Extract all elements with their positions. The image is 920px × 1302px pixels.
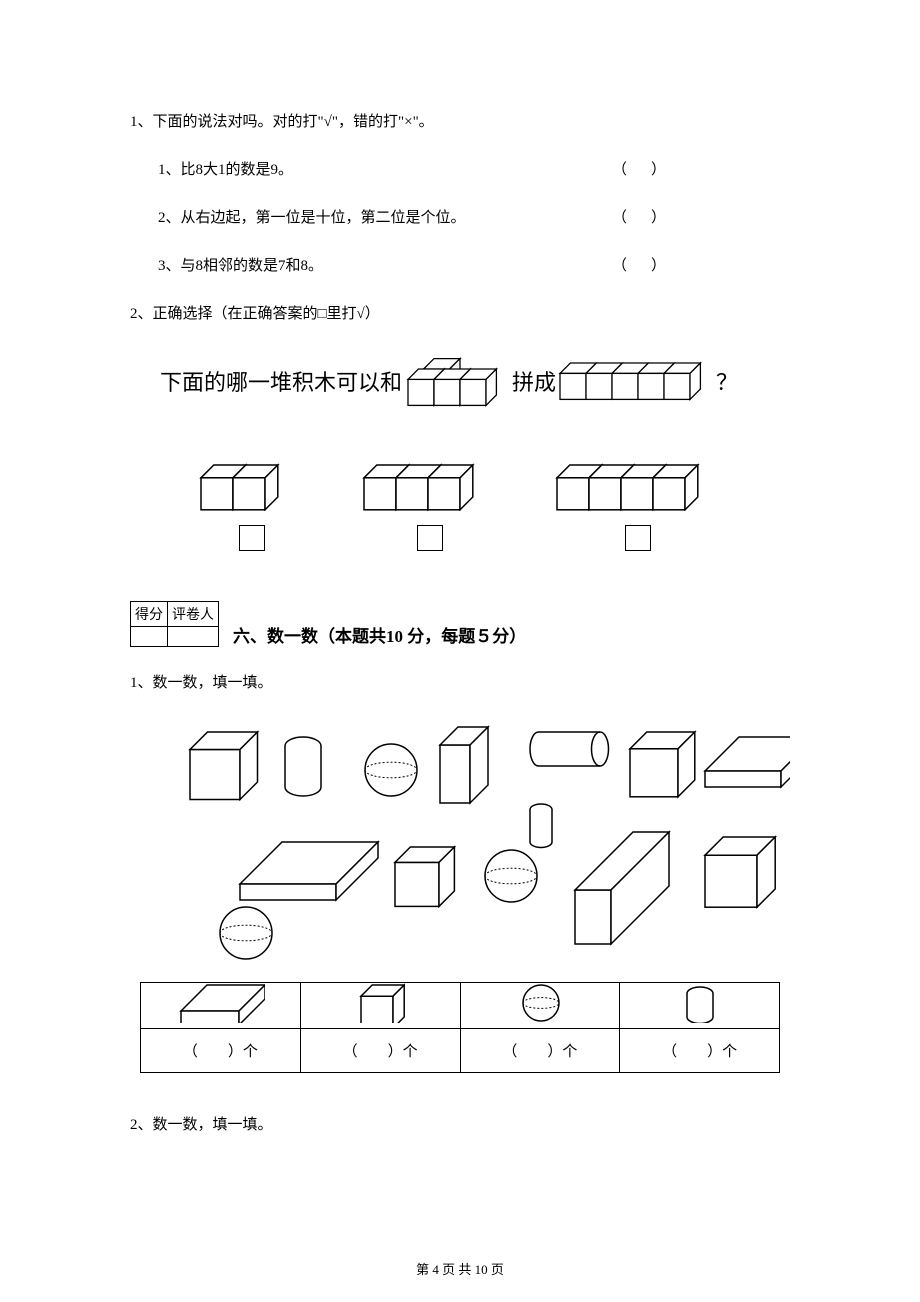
q1-item-2-text: 2、从右边起，第一位是十位，第二位是个位。: [158, 206, 466, 230]
block-option-a: [197, 459, 307, 551]
block-option-b-icon: [360, 459, 500, 511]
prompt-mid: 拼成: [512, 365, 556, 397]
answer-shape-cylinder: [620, 983, 780, 1029]
blocks-options: [130, 459, 790, 551]
q1-item-3-text: 3、与8相邻的数是7和8。: [158, 254, 323, 278]
block-option-c-icon: [553, 459, 723, 511]
q1-item-2-answer[interactable]: （）: [612, 206, 690, 230]
question-1-true-false: 1、下面的说法对吗。对的打"√"，错的打"×"。 1、比8大1的数是9。 （） …: [130, 110, 790, 278]
prompt-suffix: ？: [716, 365, 738, 397]
block-option-c-checkbox[interactable]: [625, 525, 651, 551]
answer-shape-row: [141, 983, 780, 1029]
answer-shape-cuboid: [141, 983, 301, 1029]
score-cell-1[interactable]: [131, 627, 168, 647]
q1-item-1: 1、比8大1的数是9。 （）: [158, 158, 790, 182]
q1-item-1-text: 1、比8大1的数是9。: [158, 158, 293, 182]
score-header-2: 评卷人: [168, 602, 219, 627]
shapes-collection-icon: [130, 722, 790, 962]
answer-count-cylinder[interactable]: （ ）个: [620, 1029, 780, 1073]
score-header-1: 得分: [131, 602, 168, 627]
answer-count-sphere[interactable]: （ ）个: [460, 1029, 620, 1073]
block-option-b: [360, 459, 500, 551]
blocks-prompt: 下面的哪一堆积木可以和 拼成 ？: [160, 351, 790, 411]
q1-title: 1、下面的说法对吗。对的打"√"，错的打"×"。: [130, 110, 790, 134]
score-table: 得分 评卷人: [130, 601, 219, 647]
answer-count-row: （ ）个 （ ）个 （ ）个 （ ）个: [141, 1029, 780, 1073]
block-option-a-icon: [197, 459, 307, 511]
q1-item-2: 2、从右边起，第一位是十位，第二位是个位。 （）: [158, 206, 790, 230]
answer-count-cuboid[interactable]: （ ）个: [141, 1029, 301, 1073]
section-6-title: 六、数一数（本题共10 分，每题５分）: [233, 622, 526, 647]
q1-item-3-answer[interactable]: （）: [612, 254, 690, 278]
blocks-given-icon: [402, 351, 512, 411]
score-cell-2[interactable]: [168, 627, 219, 647]
q2-title: 2、正确选择（在正确答案的□里打√）: [130, 302, 790, 323]
block-option-c: [553, 459, 723, 551]
shapes-area: [130, 722, 790, 962]
answer-count-cube[interactable]: （ ）个: [300, 1029, 460, 1073]
section-6-header: 得分 评卷人 六、数一数（本题共10 分，每题５分）: [130, 601, 790, 647]
prompt-prefix: 下面的哪一堆积木可以和: [160, 365, 402, 397]
page-footer: 第 4 页 共 10 页: [0, 1259, 920, 1278]
answer-shape-sphere: [460, 983, 620, 1029]
blocks-target-icon: [556, 359, 716, 403]
block-option-b-checkbox[interactable]: [417, 525, 443, 551]
question-2-blocks: 2、正确选择（在正确答案的□里打√） 下面的哪一堆积木可以和 拼成 ？: [130, 302, 790, 551]
answer-shape-cube: [300, 983, 460, 1029]
section6-q1-title: 1、数一数，填一填。: [130, 671, 790, 692]
block-option-a-checkbox[interactable]: [239, 525, 265, 551]
answer-table: （ ）个 （ ）个 （ ）个 （ ）个: [140, 982, 780, 1073]
section6-q2-title: 2、数一数，填一填。: [130, 1113, 790, 1134]
q1-item-1-answer[interactable]: （）: [612, 158, 690, 182]
q1-item-3: 3、与8相邻的数是7和8。 （）: [158, 254, 790, 278]
